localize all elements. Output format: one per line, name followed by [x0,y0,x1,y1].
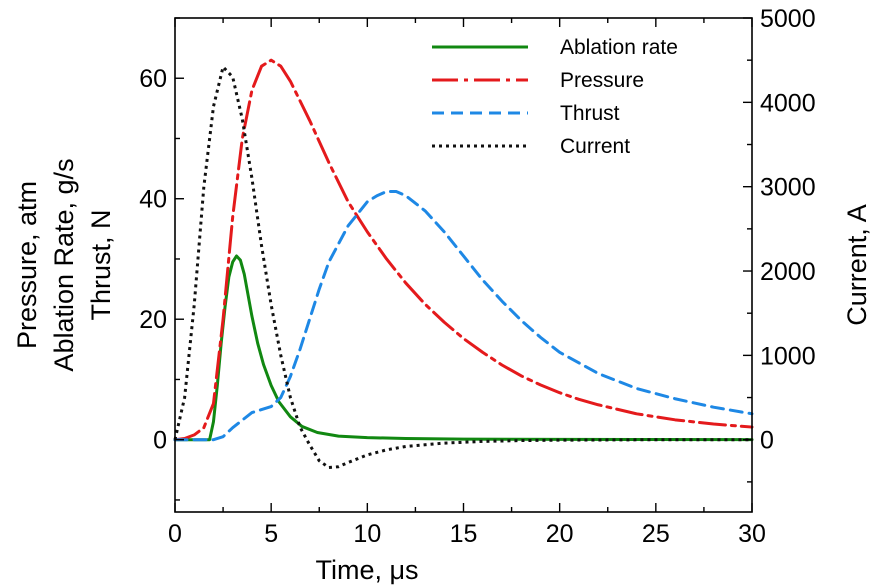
tick-labels: 0 5 10 15 20 25 30 0 20 40 60 0 1000 2000 3000 4000 5000 [139,5,815,548]
axis-ticks [174,17,753,512]
y-left-tick-label: 20 [139,306,167,334]
series-line-ablation-rate [173,254,754,442]
x-tick-label: 20 [546,520,574,548]
y-right-tick-label: 2000 [760,258,816,286]
y-axis-left-label-line-2: Ablation Rate, g/s [49,158,79,371]
y-left-tick-label: 60 [139,65,167,93]
legend-label-current: Current [560,135,630,158]
x-tick-label: 15 [450,520,478,548]
series-line-thrust [173,190,754,442]
y-right-tick-label: 1000 [760,342,816,370]
legend-label-pressure: Pressure [560,69,644,92]
x-tick-label: 10 [353,520,381,548]
legend: Ablation rate Pressure Thrust Current [432,36,678,158]
y-axis-right-label: Current, A [842,204,872,326]
x-tick-label: 30 [738,520,766,548]
y-left-tick-label: 40 [139,186,167,214]
series-line-current [173,65,752,470]
y-left-tick-label: 0 [153,427,167,455]
y-axis-left-label: Pressure, atm Ablation Rate, g/s Thrust,… [12,158,116,371]
y-right-tick-label: 3000 [760,174,816,202]
data-curves [173,58,754,470]
series-line-pressure [173,58,754,442]
x-tick-label: 0 [168,520,182,548]
x-tick-label: 25 [642,520,670,548]
x-axis-label: Time, μs [315,555,418,585]
y-axis-left-label-line-1: Pressure, atm [12,181,42,349]
y-right-tick-label: 0 [760,427,774,455]
legend-label-ablation-rate: Ablation rate [560,36,678,59]
y-right-tick-label: 4000 [760,89,816,117]
y-right-tick-label: 5000 [760,5,816,33]
y-axis-left-label-line-3: Thrust, N [86,209,116,320]
x-tick-label: 5 [264,520,278,548]
legend-label-thrust: Thrust [560,102,620,125]
